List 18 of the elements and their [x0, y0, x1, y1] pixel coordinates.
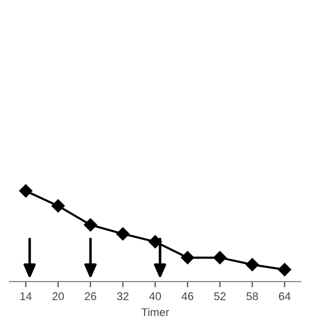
point — [52, 199, 65, 212]
x-tick-label: 58 — [246, 292, 258, 300]
point — [116, 227, 130, 240]
point — [180, 251, 194, 264]
point — [84, 218, 98, 232]
x-tick-label: 64 — [279, 292, 290, 300]
x-tick-label: 20 — [52, 292, 64, 300]
x-tick-label: 32 — [117, 292, 128, 300]
point — [278, 263, 292, 276]
x-tick-label: 52 — [214, 292, 226, 300]
x-tick-label: 26 — [84, 292, 96, 300]
x-tick-label: 40 — [149, 292, 161, 300]
x-axis-title: Timer — [141, 308, 170, 316]
point — [213, 251, 226, 264]
x-tick-label: 14 — [20, 292, 32, 300]
point — [19, 184, 32, 198]
point — [246, 258, 259, 272]
x-tick-label: 46 — [182, 292, 194, 300]
